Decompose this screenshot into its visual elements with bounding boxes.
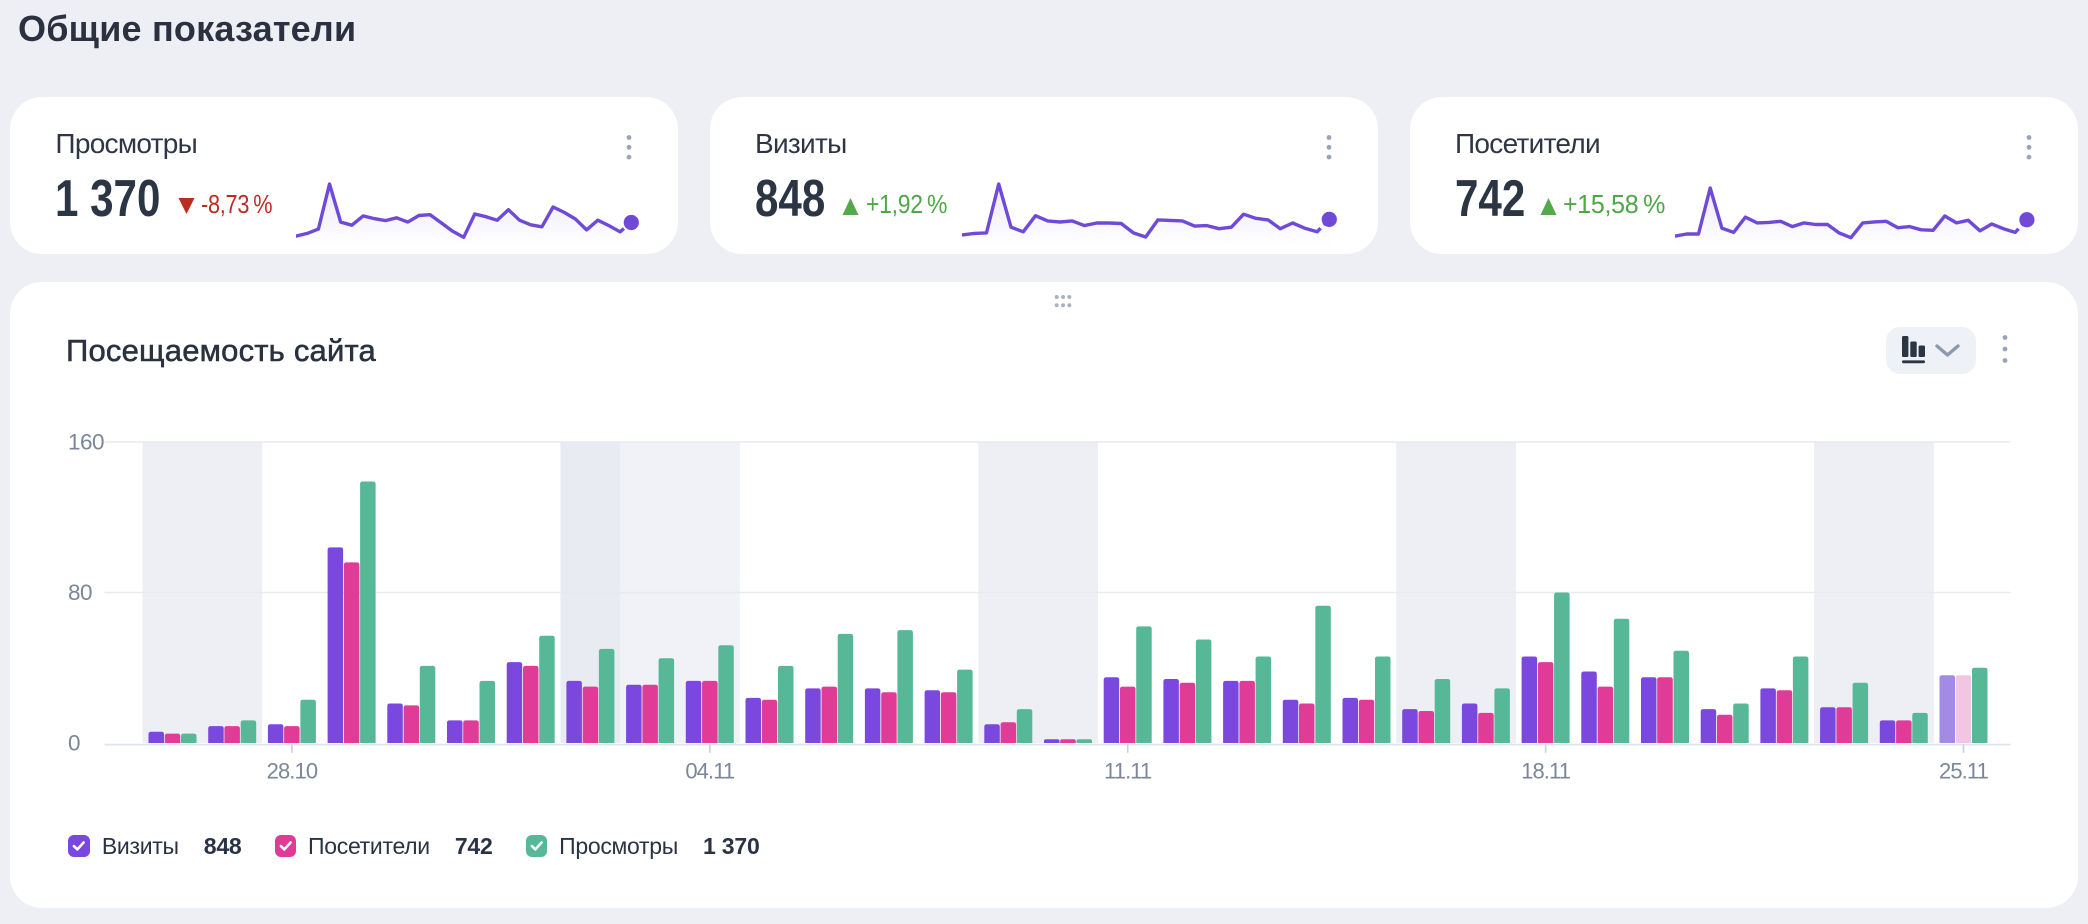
- svg-text:0: 0: [68, 730, 80, 755]
- svg-text:28.10: 28.10: [267, 758, 318, 783]
- svg-text:18.11: 18.11: [1522, 758, 1572, 783]
- svg-text:25.11: 25.11: [1939, 758, 1989, 783]
- svg-text:80: 80: [68, 580, 92, 605]
- svg-text:11.11: 11.11: [1104, 758, 1152, 783]
- svg-text:160: 160: [68, 429, 104, 454]
- svg-text:04.11: 04.11: [686, 758, 736, 783]
